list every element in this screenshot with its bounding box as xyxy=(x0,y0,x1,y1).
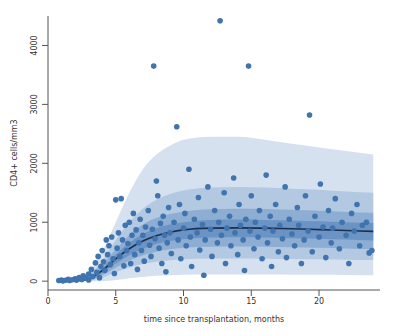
svg-text:time since transplantation, mo: time since transplantation, months xyxy=(144,315,284,324)
svg-text:0: 0 xyxy=(30,279,39,284)
svg-text:0: 0 xyxy=(45,297,50,306)
svg-text:1000: 1000 xyxy=(30,212,39,232)
svg-text:3000: 3000 xyxy=(30,94,39,114)
svg-text:2000: 2000 xyxy=(30,153,39,173)
svg-text:CD4+ cells/mm3: CD4+ cells/mm3 xyxy=(10,119,19,186)
svg-text:5: 5 xyxy=(113,297,118,306)
svg-text:20: 20 xyxy=(314,297,324,306)
svg-text:4000: 4000 xyxy=(30,35,39,55)
svg-text:10: 10 xyxy=(178,297,188,306)
svg-text:15: 15 xyxy=(246,297,256,306)
